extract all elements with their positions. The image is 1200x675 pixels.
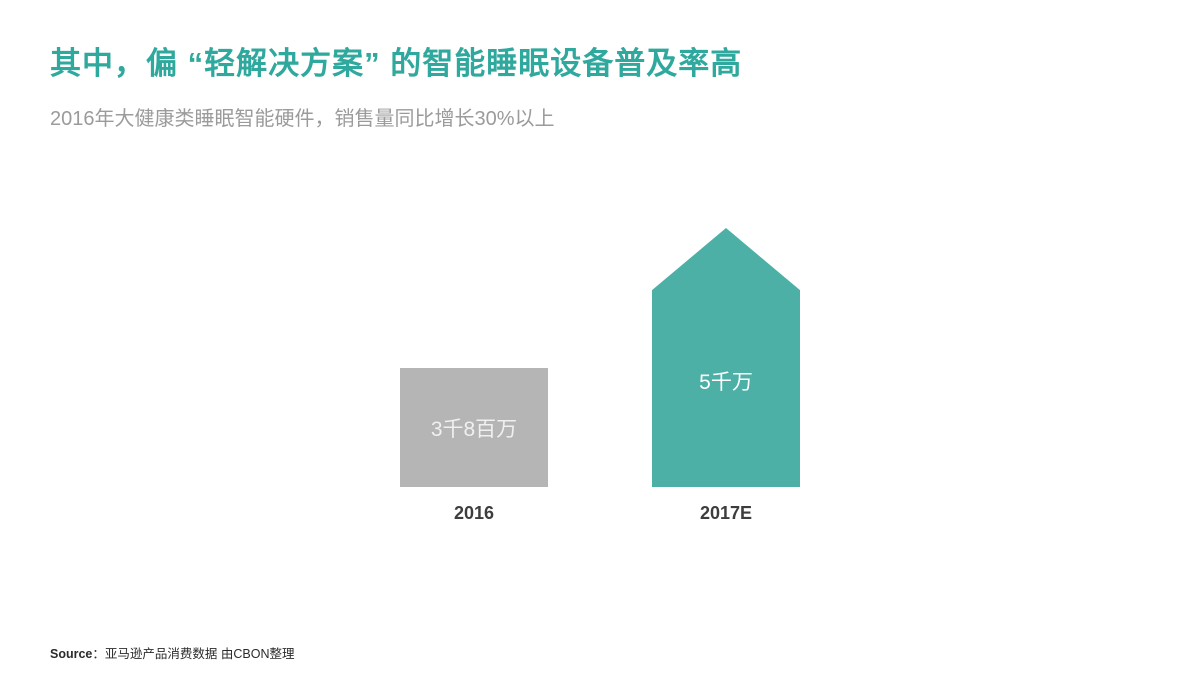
bar-2017e-value-label: 5千万 bbox=[699, 371, 753, 394]
source-text: ：亚马逊产品消费数据 由CBON整理 bbox=[92, 647, 295, 661]
bar-2017e-arrow: 5千万 bbox=[652, 228, 800, 487]
category-label-2016: 2016 bbox=[453, 503, 495, 523]
source-label: Source bbox=[50, 647, 93, 661]
bar-2016-value-label: 3千8百万 bbox=[430, 417, 518, 441]
page-title: 其中，偏 “轻解决方案” 的智能睡眠设备普及率高 bbox=[50, 46, 743, 81]
bar-2016: 3千8百万 bbox=[400, 368, 548, 487]
category-label-2017e: 2017E bbox=[699, 503, 753, 523]
page-subtitle: 2016年大健康类睡眠智能硬件，销售量同比增长30%以上 bbox=[50, 108, 555, 130]
source-note: Source：亚马逊产品消费数据 由CBON整理 bbox=[50, 643, 294, 662]
